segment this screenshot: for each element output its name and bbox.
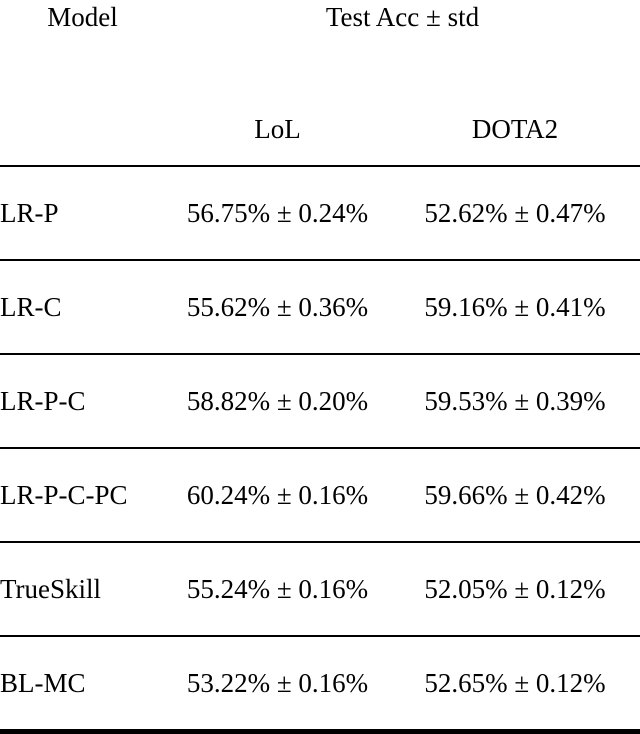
table-body: LR-P 56.75% ± 0.24% 52.62% ± 0.47% LR-C … [0,166,640,734]
table-row-lr-p-c-pc: LR-P-C-PC 60.24% ± 0.16% 59.66% ± 0.42% [0,448,640,543]
model-name-cell: LR-P-C-PC [0,448,165,543]
dota2-accuracy-cell: 52.65% ± 0.12% [390,636,640,734]
dota2-accuracy-cell: 52.05% ± 0.12% [390,542,640,637]
dota2-accuracy-cell: 59.66% ± 0.42% [390,448,640,543]
table-row-lr-c: LR-C 55.62% ± 0.36% 59.16% ± 0.41% [0,260,640,355]
table-header: Model Test Acc ± std LoL DOTA2 [0,0,640,167]
header-row-columns: LoL DOTA2 [0,50,640,167]
dota2-accuracy-cell: 52.62% ± 0.47% [390,166,640,261]
model-name-cell: LR-C [0,260,165,355]
column-header-dota2: DOTA2 [390,50,640,167]
lol-accuracy-cell: 53.22% ± 0.16% [165,636,390,734]
model-name-cell: LR-P [0,166,165,261]
table-row-bl-mc: BL-MC 53.22% ± 0.16% 52.65% ± 0.12% [0,636,640,734]
lol-accuracy-cell: 58.82% ± 0.20% [165,354,390,449]
header-row-group: Model Test Acc ± std [0,0,640,50]
model-name-cell: BL-MC [0,636,165,734]
model-name-cell: TrueSkill [0,542,165,637]
column-header-spacer [0,50,165,167]
lol-accuracy-cell: 56.75% ± 0.24% [165,166,390,261]
column-header-lol: LoL [165,50,390,167]
lol-accuracy-cell: 55.24% ± 0.16% [165,542,390,637]
lol-accuracy-cell: 55.62% ± 0.36% [165,260,390,355]
table-row-lr-p: LR-P 56.75% ± 0.24% 52.62% ± 0.47% [0,166,640,261]
column-header-test-acc: Test Acc ± std [325,2,480,32]
dota2-accuracy-cell: 59.16% ± 0.41% [390,260,640,355]
table-row-trueskill: TrueSkill 55.24% ± 0.16% 52.05% ± 0.12% [0,542,640,637]
model-name-cell: LR-P-C [0,354,165,449]
column-header-model: Model [47,2,118,32]
dota2-accuracy-cell: 59.53% ± 0.39% [390,354,640,449]
table-row-lr-p-c: LR-P-C 58.82% ± 0.20% 59.53% ± 0.39% [0,354,640,449]
lol-accuracy-cell: 60.24% ± 0.16% [165,448,390,543]
